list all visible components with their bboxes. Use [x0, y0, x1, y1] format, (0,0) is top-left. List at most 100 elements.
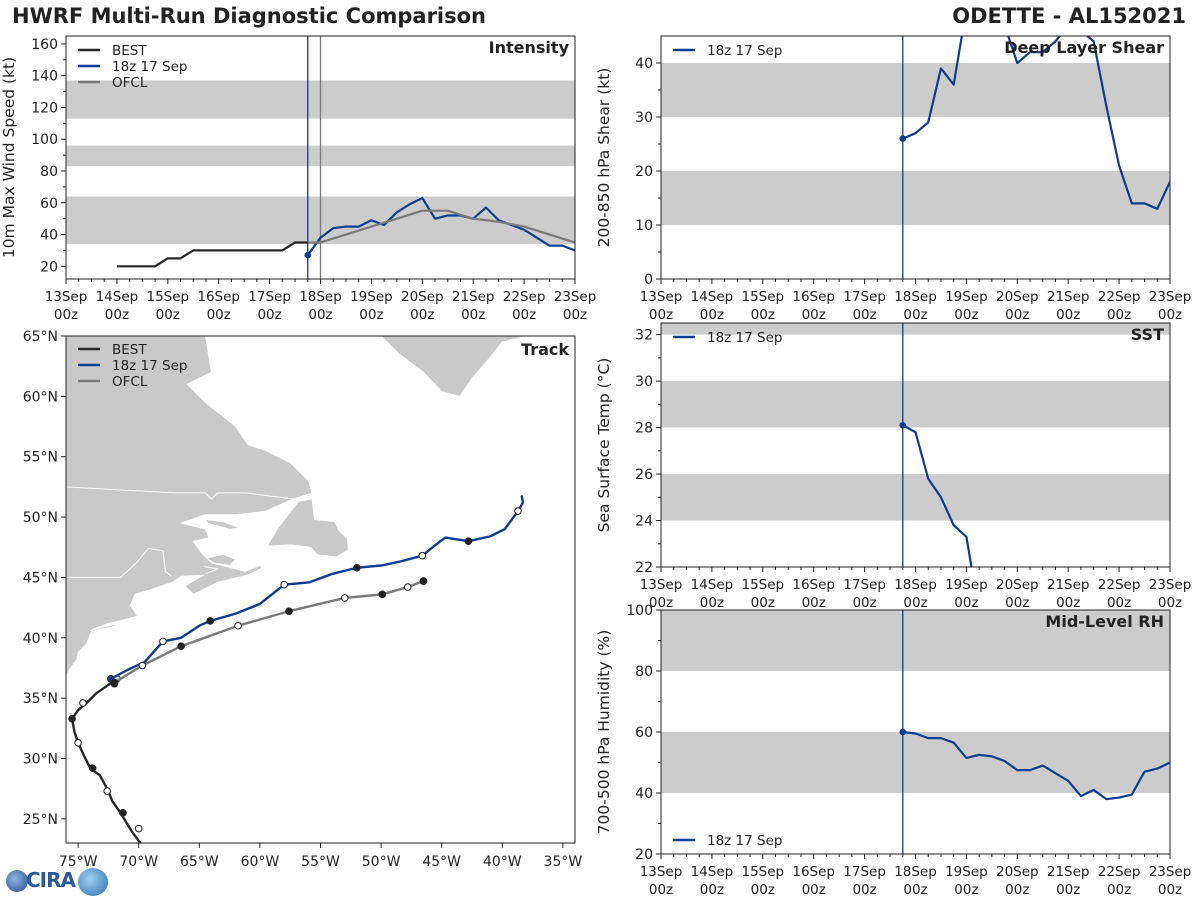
rh-xtick-hour: 00z — [700, 882, 724, 898]
rh-xtick-date: 23Sep — [1149, 864, 1192, 880]
north-america-land — [66, 336, 313, 677]
track-panel — [61, 335, 576, 848]
logo-text: CIRA — [26, 868, 76, 892]
shear-xtick-date: 13Sep — [640, 289, 683, 305]
track-xtick-label: 70°W — [119, 854, 158, 870]
track-ytick-label: 60°N — [23, 389, 58, 405]
sst-band-2 — [661, 323, 1170, 335]
track-ytick-label: 40°N — [23, 631, 58, 647]
track-series-3-point — [403, 583, 412, 591]
shear-xtick-hour: 00z — [903, 307, 927, 323]
shear-xtick-hour: 00z — [802, 307, 826, 323]
rh-xtick-hour: 00z — [1056, 882, 1080, 898]
track-map — [66, 336, 527, 843]
shear-series-0-line — [902, 36, 1170, 210]
intensity-xtick-hour: 00z — [563, 307, 587, 323]
shear-xtick-hour: 00z — [649, 307, 673, 323]
intensity-xtick-hour: 00z — [54, 307, 78, 323]
rh-xtick-date: 17Sep — [843, 864, 886, 880]
shear-series-0-start-point — [899, 135, 907, 142]
track-ytick-label: 35°N — [23, 691, 58, 707]
track-ytick-label: 65°N — [23, 329, 58, 345]
track-series-2-point — [280, 580, 288, 589]
sst-xtick-hour: 00z — [1056, 595, 1080, 611]
track-ytick-label: 55°N — [23, 450, 58, 466]
sst-xtick-hour: 00z — [649, 595, 673, 611]
sst-xtick-date: 15Sep — [741, 577, 784, 593]
sst-xtick-date: 13Sep — [640, 577, 683, 593]
intensity-xtick-date: 14Sep — [96, 289, 139, 305]
shear-band-0 — [661, 171, 1170, 225]
track-xtick-label: 55°W — [301, 854, 340, 870]
track-legend-label: 18z 17 Sep — [112, 358, 187, 374]
rh-xtick-hour: 00z — [649, 882, 673, 898]
rh-series — [899, 728, 1170, 801]
rh-ytick-label: 100 — [626, 603, 653, 619]
shear-xtick-date: 20Sep — [996, 289, 1039, 305]
shear-panel — [656, 35, 1171, 284]
intensity-series-1-start-point — [304, 251, 312, 259]
rh-xtick-hour: 00z — [802, 882, 826, 898]
sst-title: SST — [1131, 325, 1164, 344]
track-series-3-point — [285, 607, 293, 616]
intensity-ytick-label: 160 — [31, 37, 58, 53]
track-series-1-point — [103, 787, 112, 795]
sst-xtick-date: 16Sep — [792, 577, 835, 593]
sst-frame — [660, 322, 1171, 568]
shear-band-1 — [661, 63, 1170, 117]
intensity-xtick-hour: 00z — [461, 307, 485, 323]
rh-xtick-hour: 00z — [954, 882, 978, 898]
shear-xtick-date: 22Sep — [1098, 289, 1141, 305]
track-series-3-point — [138, 661, 147, 670]
intensity-xtick-hour: 00z — [359, 307, 383, 323]
rh-xtick-date: 22Sep — [1098, 864, 1141, 880]
track-legend-label: BEST — [112, 342, 147, 358]
rh-xtick-hour: 00z — [1005, 882, 1029, 898]
shear-xtick-hour: 00z — [1056, 307, 1080, 323]
track-series-3-point — [378, 590, 387, 599]
figure-title: HWRF Multi-Run Diagnostic Comparison — [12, 4, 487, 28]
rh-panel — [656, 609, 1171, 859]
rh-ytick-label: 20 — [635, 847, 653, 863]
shear-series — [899, 36, 1170, 210]
sst-xtick-hour: 00z — [802, 595, 826, 611]
track-series-2-point — [353, 563, 361, 572]
rh-xtick-hour: 00z — [751, 882, 775, 898]
intensity-series-0-line — [116, 241, 308, 268]
sst-ytick-label: 28 — [635, 421, 653, 437]
rh-xtick-date: 13Sep — [640, 864, 683, 880]
intensity-title: Intensity — [489, 38, 570, 57]
track-xtick-label: 75°W — [59, 854, 98, 870]
shear-xtick-date: 16Sep — [792, 289, 835, 305]
track-ytick-label: 30°N — [23, 752, 58, 768]
sst-band-0 — [661, 474, 1170, 521]
shear-xtick-date: 18Sep — [894, 289, 937, 305]
nb-ns-border — [204, 566, 220, 575]
globe-icon — [78, 868, 108, 896]
rh-xtick-date: 19Sep — [945, 864, 988, 880]
intensity-xtick-date: 19Sep — [350, 289, 393, 305]
anticosti-land — [204, 518, 240, 530]
sst-xtick-date: 23Sep — [1149, 577, 1192, 593]
sst-series-0-line — [902, 424, 973, 567]
track-series-1-point — [134, 824, 143, 833]
intensity-xtick-date: 21Sep — [452, 289, 495, 305]
rh-xtick-hour: 00z — [1158, 882, 1182, 898]
sst-xtick-hour: 00z — [1158, 595, 1182, 611]
shear-ytick-label: 30 — [635, 110, 653, 126]
rh-xtick-date: 16Sep — [792, 864, 835, 880]
track-xtick-label: 45°W — [422, 854, 461, 870]
rh-ylabel: 700-500 hPa Humidity (%) — [595, 630, 613, 835]
shear-xtick-date: 17Sep — [843, 289, 886, 305]
intensity-xtick-date: 15Sep — [146, 289, 189, 305]
quebec-labrador-border — [66, 486, 294, 500]
track-ytick-label: 50°N — [23, 510, 58, 526]
rh-xtick-hour: 00z — [903, 882, 927, 898]
shear-title: Deep Layer Shear — [1004, 38, 1164, 57]
intensity-xtick-hour: 00z — [156, 307, 180, 323]
intensity-series-2-line — [307, 209, 575, 244]
track-series-2-line — [110, 495, 525, 680]
shear-ytick-label: 0 — [644, 272, 653, 288]
rh-xtick-date: 18Sep — [894, 864, 937, 880]
